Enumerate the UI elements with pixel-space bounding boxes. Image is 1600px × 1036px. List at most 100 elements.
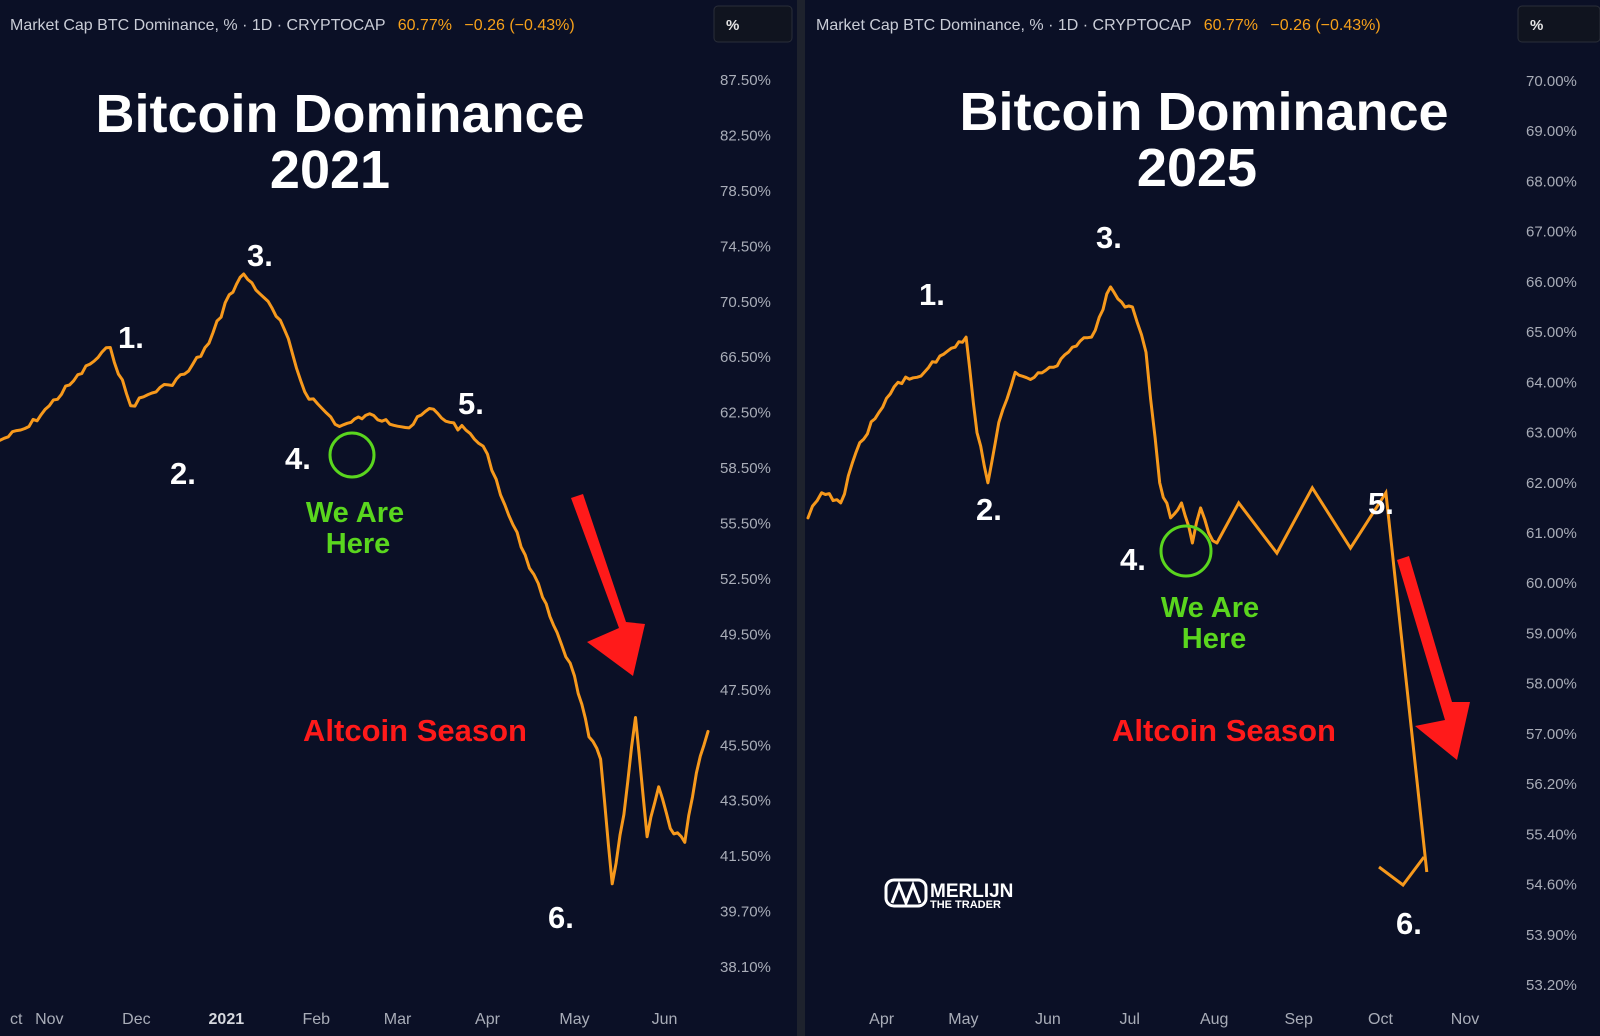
right-here-circle <box>1159 524 1213 578</box>
left-y-tick-label: 58.50% <box>720 460 771 477</box>
left-x-tick-label: Feb <box>302 1011 330 1028</box>
left-y-tick-label: 41.50% <box>720 848 771 865</box>
left-unit-label[interactable]: % <box>726 17 739 34</box>
left-header-value: 60.77% <box>398 17 452 34</box>
right-wave-4: 4. <box>1120 542 1146 577</box>
right-altcoin-season: Altcoin Season <box>1112 713 1336 748</box>
left-y-tick-label: 62.50% <box>720 405 771 422</box>
right-wave-5: 5. <box>1368 486 1394 521</box>
right-y-tick-label: 58.00% <box>1526 676 1577 693</box>
logo-line1: MERLIJN <box>930 881 1013 902</box>
right-x-tick-label: Jun <box>1035 1011 1061 1028</box>
left-y-tick-label: 87.50% <box>720 72 771 89</box>
right-unit-button[interactable]: % <box>1517 5 1600 43</box>
right-y-tick-label: 65.00% <box>1526 324 1577 341</box>
left-wave-4: 4. <box>285 441 311 476</box>
right-y-tick-label: 64.00% <box>1526 374 1577 391</box>
right-y-tick-label: 54.60% <box>1526 877 1577 894</box>
merlijn-logo: MERLIJN THE TRADER <box>884 878 1013 911</box>
right-y-tick-label: 62.00% <box>1526 475 1577 492</box>
right-y-tick-label: 61.00% <box>1526 525 1577 542</box>
left-x-tick-label: 2021 <box>209 1011 245 1028</box>
right-x-tick-label: Apr <box>869 1011 895 1028</box>
left-wave-3: 3. <box>247 238 273 273</box>
left-wave-1: 1. <box>118 320 144 355</box>
left-wave-6: 6. <box>548 900 574 935</box>
left-y-tick-label: 49.50% <box>720 626 771 643</box>
right-y-tick-label: 66.00% <box>1526 274 1577 291</box>
right-wave-2: 2. <box>976 492 1002 527</box>
right-dominance-line <box>806 285 1219 545</box>
left-y-tick-label: 39.70% <box>720 904 771 921</box>
left-chart: Market Cap BTC Dominance, % · 1D · CRYPT… <box>0 5 793 1028</box>
left-x-tick-label: Jun <box>652 1011 678 1028</box>
right-header-change: −0.26 (−0.43%) <box>1270 17 1380 34</box>
left-title-line1: Bitcoin Dominance <box>95 84 584 144</box>
right-y-tick-label: 53.90% <box>1526 927 1577 944</box>
left-here-line2: Here <box>326 528 391 560</box>
merlijn-logo-mark-icon <box>884 878 928 908</box>
logo-line2: THE TRADER <box>930 899 1001 911</box>
right-here-line1: We Are <box>1161 592 1259 624</box>
left-y-tick-label: 70.50% <box>720 294 771 311</box>
left-y-tick-label: 55.50% <box>720 516 771 533</box>
right-title-line2: 2025 <box>1137 138 1257 198</box>
left-x-tick-label: May <box>559 1011 589 1028</box>
right-y-tick-label: 60.00% <box>1526 575 1577 592</box>
right-x-tick-label: Aug <box>1200 1011 1228 1028</box>
right-y-tick-label: 57.00% <box>1526 726 1577 743</box>
left-y-tick-label: 47.50% <box>720 682 771 699</box>
left-down-arrow <box>571 494 645 676</box>
right-x-tick-label: Sep <box>1284 1011 1313 1028</box>
right-x-tick-label: May <box>948 1011 978 1028</box>
left-title-line2: 2021 <box>270 140 390 200</box>
left-x-tick-label: Nov <box>35 1011 63 1028</box>
right-y-tick-label: 67.00% <box>1526 224 1577 241</box>
left-x-axis: ct Nov Dec 2021 Feb Mar Apr May Jun <box>10 1011 677 1028</box>
left-y-tick-label: 52.50% <box>720 571 771 588</box>
right-y-tick-label: 59.00% <box>1526 625 1577 642</box>
right-x-tick-label: Jul <box>1119 1011 1139 1028</box>
right-x-axis: Apr May Jun Jul Aug Sep Oct Nov <box>869 1011 1479 1028</box>
right-header-value: 60.77% <box>1204 17 1258 34</box>
left-here-circle <box>328 431 376 479</box>
left-x-tick-label: ct <box>10 1011 23 1028</box>
panel-divider <box>797 0 805 1036</box>
right-y-axis: 70.00% 69.00% 68.00% 67.00% 66.00% 65.00% 64.0… <box>1526 73 1577 994</box>
left-y-tick-label: 45.50% <box>720 737 771 754</box>
left-y-tick-label: 82.50% <box>720 127 771 144</box>
right-down-arrow <box>1397 556 1470 760</box>
left-x-tick-label: Apr <box>475 1011 501 1028</box>
right-y-tick-label: 68.00% <box>1526 173 1577 190</box>
left-altcoin-season: Altcoin Season <box>303 713 527 748</box>
right-projection-arrowhead <box>1378 856 1426 888</box>
right-wave-3: 3. <box>1096 220 1122 255</box>
left-header-change: −0.26 (−0.43%) <box>464 17 574 34</box>
left-here-line1: We Are <box>306 497 404 529</box>
left-unit-button[interactable]: % <box>713 5 793 43</box>
left-y-axis: 87.50% 82.50% 78.50% 74.50% 70.50% 66.50% 62.5… <box>720 72 771 976</box>
left-x-tick-label: Mar <box>384 1011 412 1028</box>
right-title-line1: Bitcoin Dominance <box>959 82 1448 142</box>
left-dominance-line <box>0 272 710 886</box>
right-wave-1: 1. <box>919 277 945 312</box>
right-wave-6: 6. <box>1396 906 1422 941</box>
right-projection-line <box>1215 484 1429 873</box>
left-wave-2: 2. <box>170 456 196 491</box>
right-panel-background <box>805 0 1600 1036</box>
right-chart: Market Cap BTC Dominance, % · 1D · CRYPT… <box>806 5 1600 1028</box>
right-y-tick-label: 55.40% <box>1526 826 1577 843</box>
left-y-tick-label: 43.50% <box>720 793 771 810</box>
left-header-symbol: Market Cap BTC Dominance, % · 1D · CRYPT… <box>10 17 385 34</box>
right-here-line2: Here <box>1182 623 1247 655</box>
right-y-tick-label: 53.20% <box>1526 977 1577 994</box>
left-header: Market Cap BTC Dominance, % · 1D · CRYPT… <box>10 17 575 34</box>
right-header: Market Cap BTC Dominance, % · 1D · CRYPT… <box>816 17 1381 34</box>
right-unit-button-frame[interactable] <box>1517 5 1600 43</box>
left-y-tick-label: 74.50% <box>720 238 771 255</box>
right-x-tick-label: Oct <box>1368 1011 1393 1028</box>
right-unit-label[interactable]: % <box>1530 17 1543 34</box>
left-unit-button-frame[interactable] <box>713 5 793 43</box>
left-wave-5: 5. <box>458 386 484 421</box>
